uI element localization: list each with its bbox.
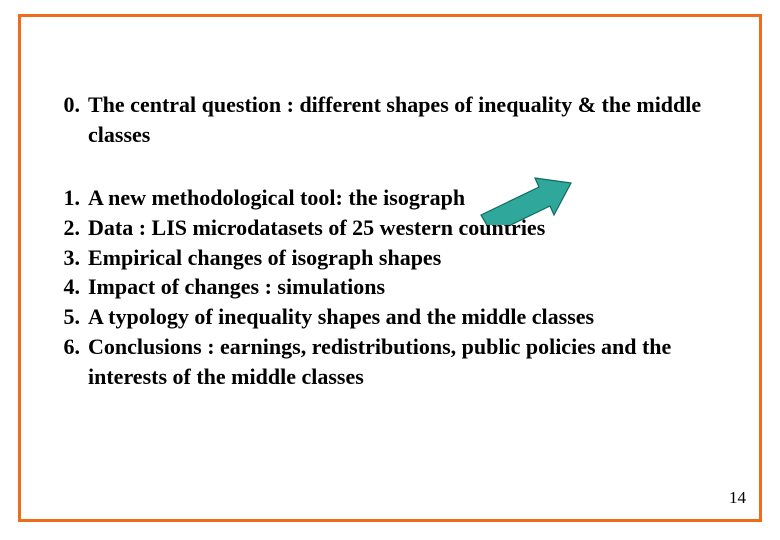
list-item: 3.Empirical changes of isograph shapes	[54, 243, 740, 273]
list-item-text: Data : LIS microdatasets of 25 western c…	[88, 213, 740, 243]
outline-list: 0.The central question : different shape…	[54, 90, 740, 391]
list-item-text: Impact of changes : simulations	[88, 272, 740, 302]
list-item-text: A typology of inequality shapes and the …	[88, 302, 740, 332]
list-item: 1.A new methodological tool: the isograp…	[54, 183, 740, 213]
page-number: 14	[729, 488, 746, 508]
list-item: 4.Impact of changes : simulations	[54, 272, 740, 302]
list-item-number: 0.	[54, 90, 88, 120]
list-item: 6.Conclusions : earnings, redistribution…	[54, 332, 740, 391]
list-item: 5.A typology of inequality shapes and th…	[54, 302, 740, 332]
list-item-text: Conclusions : earnings, redistributions,…	[88, 332, 740, 391]
list-item-text: The central question : different shapes …	[88, 90, 740, 149]
list-item-number: 3.	[54, 243, 88, 273]
list-item-text: A new methodological tool: the isograph	[88, 183, 740, 213]
list-item-text: Empirical changes of isograph shapes	[88, 243, 740, 273]
list-item-number: 1.	[54, 183, 88, 213]
list-item-number: 5.	[54, 302, 88, 332]
list-item-number: 6.	[54, 332, 88, 362]
list-item: 2.Data : LIS microdatasets of 25 western…	[54, 213, 740, 243]
list-item-number: 2.	[54, 213, 88, 243]
list-item-number: 4.	[54, 272, 88, 302]
list-item: 0.The central question : different shape…	[54, 90, 740, 149]
